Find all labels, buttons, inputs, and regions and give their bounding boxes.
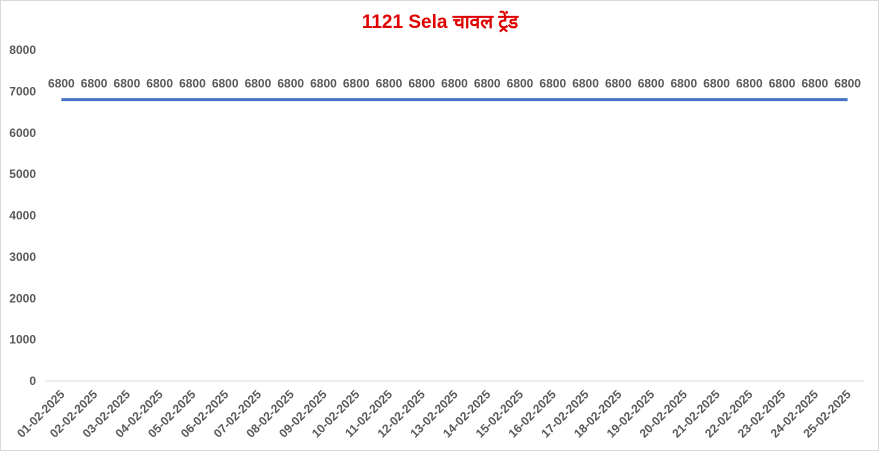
data-label: 6800 [146, 77, 173, 91]
data-label: 6800 [507, 77, 534, 91]
y-tick-label: 8000 [9, 43, 36, 57]
y-tick-label: 0 [29, 374, 36, 388]
data-label: 6800 [48, 77, 75, 91]
data-label: 6800 [408, 77, 435, 91]
data-label: 6800 [474, 77, 501, 91]
data-label: 6800 [343, 77, 370, 91]
data-label: 6800 [277, 77, 304, 91]
data-label: 6800 [539, 77, 566, 91]
data-label: 6800 [114, 77, 141, 91]
y-tick-label: 6000 [9, 126, 36, 140]
data-label: 6800 [572, 77, 599, 91]
y-tick-label: 5000 [9, 167, 36, 181]
data-label: 6800 [81, 77, 108, 91]
data-label: 6800 [670, 77, 697, 91]
data-label: 6800 [736, 77, 763, 91]
data-label: 6800 [376, 77, 403, 91]
data-label: 6800 [834, 77, 861, 91]
data-label: 6800 [605, 77, 632, 91]
data-label: 6800 [638, 77, 665, 91]
y-tick-label: 4000 [9, 209, 36, 223]
y-tick-label: 1000 [9, 333, 36, 347]
y-tick-label: 7000 [9, 84, 36, 98]
data-label: 6800 [310, 77, 337, 91]
data-label: 6800 [703, 77, 730, 91]
chart-title: 1121 Sela चावल ट्रेंड [362, 10, 519, 33]
data-label: 6800 [179, 77, 206, 91]
data-label: 6800 [441, 77, 468, 91]
y-tick-label: 2000 [9, 291, 36, 305]
data-label: 6800 [245, 77, 272, 91]
y-tick-label: 3000 [9, 250, 36, 264]
data-label: 6800 [769, 77, 796, 91]
data-label: 6800 [212, 77, 239, 91]
data-label: 6800 [802, 77, 829, 91]
